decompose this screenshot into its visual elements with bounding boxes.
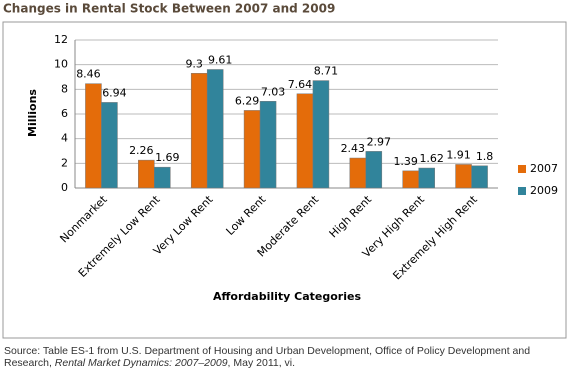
source-text: Source: Table ES-1 from U.S. Department …: [4, 345, 531, 369]
data-label: 1.69: [155, 151, 180, 164]
bar: [85, 83, 102, 189]
chart-title: Changes in Rental Stock Between 2007 and…: [3, 2, 335, 16]
legend-swatch: [518, 165, 526, 173]
data-label: 2.43: [341, 142, 366, 155]
bar: [243, 110, 261, 189]
data-label: 2.97: [367, 135, 392, 148]
bar: [402, 170, 419, 189]
bar: [259, 101, 277, 189]
y-tick-label: 10: [54, 58, 68, 71]
legend-label: 2009: [530, 184, 558, 197]
data-label: 1.91: [446, 148, 471, 161]
data-label: 9.61: [208, 53, 233, 66]
bar: [138, 159, 155, 189]
y-tick-label: 0: [61, 181, 68, 194]
legend-swatch: [518, 187, 526, 195]
data-label: 8.71: [314, 65, 339, 78]
bar: [206, 69, 224, 189]
source-text: , May 2011, vi.: [227, 357, 296, 369]
chart: Changes in Rental Stock Between 2007 and…: [2, 2, 567, 339]
bar: [101, 102, 118, 189]
bar: [471, 165, 488, 189]
legend-label: 2007: [530, 162, 558, 175]
source-note: Source: Table ES-1 from U.S. Department …: [4, 345, 564, 369]
x-tick-label: Nonmarket: [57, 193, 110, 246]
bar: [418, 167, 435, 189]
source-title: Rental Market Dynamics: 2007–2009: [54, 357, 228, 369]
bar: [312, 80, 330, 189]
y-tick-label: 8: [61, 82, 68, 95]
data-label: 6.29: [235, 94, 260, 107]
y-tick-label: 12: [54, 33, 68, 46]
x-tick-label: Low Rent: [224, 193, 269, 238]
bar: [365, 151, 383, 189]
y-tick-label: 6: [61, 107, 68, 120]
y-axis-title: Millions: [26, 89, 39, 137]
y-tick-label: 4: [61, 132, 68, 145]
x-axis-title: Affordability Categories: [213, 290, 361, 303]
chart-frame: [2, 21, 567, 339]
y-tick-label: 2: [61, 156, 68, 169]
bar: [190, 73, 208, 189]
data-label: 7.03: [261, 85, 286, 98]
data-label: 1.62: [419, 152, 444, 165]
data-label: 1.8: [476, 150, 494, 163]
data-label: 6.94: [102, 86, 127, 99]
data-label: 7.64: [288, 78, 313, 91]
bar: [154, 166, 171, 189]
bar: [455, 164, 472, 189]
data-label: 1.39: [393, 155, 418, 168]
bar: [349, 157, 367, 189]
data-label: 8.46: [76, 68, 101, 81]
data-label: 2.26: [129, 144, 154, 157]
bar: [296, 93, 314, 189]
data-label: 9.3: [185, 57, 203, 70]
x-tick-label: High Rent: [327, 193, 375, 241]
